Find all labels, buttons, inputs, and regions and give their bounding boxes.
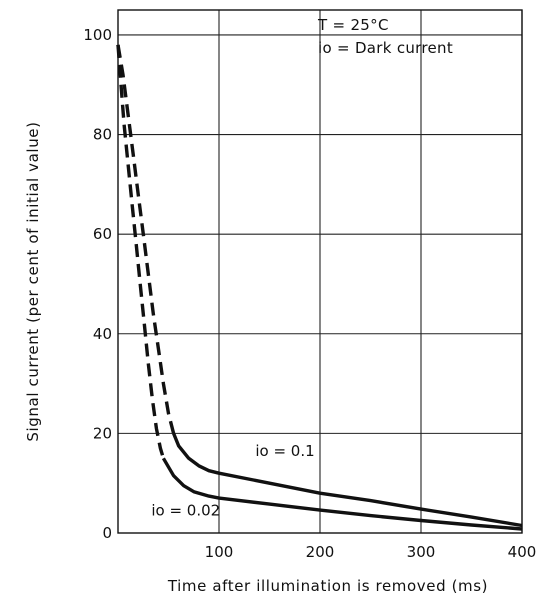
series-label-2: io = 0.02	[151, 502, 220, 520]
x-axis-title: Time after illumination is removed (ms)	[167, 577, 488, 595]
y-tick-label: 60	[93, 225, 112, 243]
x-tick-label: 300	[407, 543, 436, 561]
y-tick-label: 40	[93, 325, 112, 343]
y-tick-label: 100	[83, 26, 112, 44]
legend-temperature: T = 25°C	[317, 16, 389, 34]
conditions-legend: T = 25°C io = Dark current	[317, 16, 453, 57]
plot-frame	[117, 9, 523, 534]
y-tick-label: 80	[93, 126, 112, 144]
y-tick-labels: 0 20 40 60 80 100	[83, 26, 112, 542]
series-1-dashed-line	[116, 44, 176, 434]
series-1-solid-line	[172, 432, 523, 528]
x-tick-label: 400	[508, 543, 537, 561]
y-tick-label: 20	[93, 424, 112, 442]
series-label-1: io = 0.1	[255, 442, 314, 460]
legend-dark-current: io = Dark current	[318, 39, 453, 57]
x-tick-labels: 100 200 300 400	[205, 543, 537, 561]
x-tick-label: 100	[205, 543, 234, 561]
annotations: io = 0.1 io = 0.02	[151, 442, 314, 520]
grid-lines	[118, 10, 523, 533]
series-2-dashed-line	[116, 44, 166, 459]
y-axis-title: Signal current (per cent of initial valu…	[24, 121, 42, 441]
series-group	[116, 44, 523, 531]
x-tick-label: 200	[306, 543, 335, 561]
y-tick-label: 0	[102, 524, 112, 542]
series-2-solid-line	[161, 457, 523, 531]
